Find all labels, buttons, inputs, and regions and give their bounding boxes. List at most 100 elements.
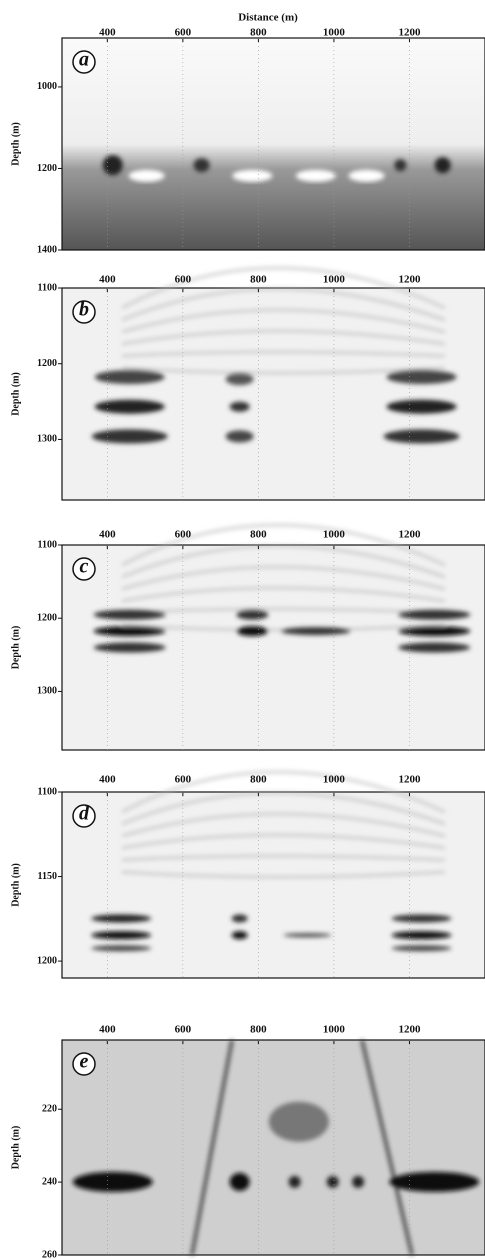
x-tick-label: 600 [175, 529, 192, 541]
y-tick-label: 1000 [37, 81, 57, 92]
reflector [391, 931, 452, 940]
x-tick-label: 600 [175, 27, 192, 39]
y-axis-title: Depth (m) [10, 1126, 21, 1170]
y-tick-label: 1300 [37, 434, 57, 445]
x-tick-label: 600 [175, 1024, 192, 1036]
x-tick-label: 1000 [323, 274, 346, 286]
x-tick-label: 400 [99, 774, 116, 786]
x-tick-label: 800 [250, 774, 267, 786]
arc [121, 624, 446, 631]
reflector [398, 642, 471, 653]
y-tick-label: 260 [42, 1249, 57, 1259]
x-tick-label: 800 [250, 27, 267, 39]
reflector [231, 914, 248, 923]
reflector [229, 401, 250, 412]
arc [121, 330, 446, 345]
panel-label: a [79, 49, 89, 71]
reflector [394, 159, 407, 172]
panel-label-circle [72, 1052, 96, 1076]
x-tick-label: 400 [99, 274, 116, 286]
x-tick-label: 1200 [398, 774, 421, 786]
arc [121, 834, 446, 849]
arc [121, 855, 446, 861]
x-axis-title: Distance (m) [238, 12, 298, 24]
y-tick-label: 1100 [38, 282, 57, 293]
y-tick-label: 1100 [38, 539, 57, 550]
x-tick-label: 800 [250, 1024, 267, 1036]
y-tick-label: 1200 [37, 613, 57, 624]
reflector [93, 642, 166, 653]
x-tick-label: 1200 [398, 27, 421, 39]
reflector [268, 1101, 329, 1142]
arc [121, 566, 446, 590]
reflector [225, 430, 254, 443]
y-axis-title: Depth (m) [10, 863, 21, 907]
arc [121, 792, 446, 825]
x-tick-label: 400 [99, 529, 116, 541]
reflector [72, 1171, 153, 1192]
reflector [94, 399, 165, 414]
arc [121, 608, 446, 614]
panel-label: c [80, 556, 89, 578]
reflector [434, 157, 451, 174]
x-tick-label: 800 [250, 274, 267, 286]
panel-texture [102, 155, 451, 182]
reflector [283, 933, 332, 938]
reflector [102, 155, 123, 176]
arc [121, 545, 446, 578]
arc [121, 288, 446, 321]
reflector [225, 373, 254, 386]
x-tick-label: 600 [175, 774, 192, 786]
arc [121, 309, 446, 333]
panel-label-circle [72, 50, 96, 74]
panel-label-circle [72, 300, 96, 324]
x-tick-label: 1000 [323, 774, 346, 786]
x-tick-label: 1200 [398, 529, 421, 541]
reflector [280, 627, 351, 636]
panel: 400 600 800 1000 1200 1000 1200 1400 Depth (m) a [10, 27, 485, 255]
x-tick-label: 400 [99, 27, 116, 39]
reflector [193, 158, 210, 173]
panel-texture [91, 267, 460, 444]
reflector [91, 945, 152, 952]
reflector [389, 1171, 480, 1192]
reflector [91, 914, 152, 923]
arc [121, 871, 446, 878]
panel-label: b [79, 299, 89, 321]
reflector [91, 931, 152, 940]
y-axis-title: Depth (m) [10, 372, 21, 416]
panel: 400 600 800 1000 1200 1100 1150 1200 Depth (m) d [10, 771, 485, 979]
y-tick-label: 1200 [37, 358, 57, 369]
reflector [352, 1175, 365, 1188]
reflector [288, 1175, 301, 1188]
reflector [348, 169, 385, 182]
reflector [231, 931, 248, 940]
reflector [391, 945, 452, 952]
reflector [386, 370, 457, 385]
panel-texture [72, 1039, 480, 1256]
arc [121, 367, 446, 374]
x-tick-label: 1000 [323, 1024, 346, 1036]
reflector [391, 914, 452, 923]
panel-texture [93, 524, 471, 653]
arc [121, 524, 446, 566]
x-tick-label: 1200 [398, 274, 421, 286]
x-tick-label: 600 [175, 274, 192, 286]
arc [121, 771, 446, 813]
reflector [128, 169, 165, 182]
arc [121, 813, 446, 837]
panel: 400 600 800 1000 1200 1100 1200 1300 Depth (m) b [10, 267, 485, 501]
reflector [229, 1172, 250, 1191]
panel-image [61, 287, 485, 501]
reflector [94, 370, 165, 385]
arc [121, 587, 446, 602]
reflector [386, 399, 457, 414]
y-tick-label: 1400 [37, 244, 57, 255]
reflector [93, 609, 166, 620]
arc [121, 351, 446, 357]
x-tick-label: 800 [250, 529, 267, 541]
panel-image [61, 37, 485, 251]
y-tick-label: 1200 [37, 163, 57, 174]
